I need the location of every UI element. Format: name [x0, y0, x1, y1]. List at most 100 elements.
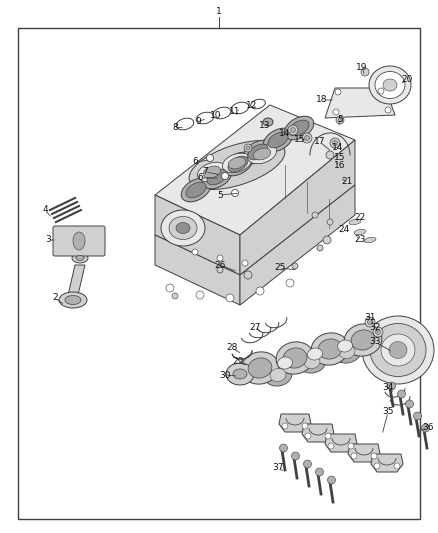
Ellipse shape: [76, 255, 84, 261]
Text: 18: 18: [316, 95, 328, 104]
Text: 33: 33: [369, 337, 381, 346]
Ellipse shape: [73, 232, 85, 250]
Circle shape: [335, 89, 341, 95]
Ellipse shape: [213, 107, 231, 119]
Text: 29: 29: [232, 358, 244, 367]
Circle shape: [286, 279, 294, 287]
Circle shape: [222, 173, 229, 180]
Ellipse shape: [307, 348, 322, 360]
Text: 6: 6: [197, 174, 203, 182]
Circle shape: [330, 138, 340, 148]
Text: 17: 17: [314, 138, 326, 147]
Polygon shape: [155, 105, 355, 235]
Circle shape: [378, 88, 384, 94]
Ellipse shape: [176, 222, 190, 233]
Ellipse shape: [186, 182, 206, 198]
Circle shape: [348, 443, 354, 449]
Ellipse shape: [270, 368, 286, 382]
Circle shape: [375, 329, 381, 335]
Ellipse shape: [283, 348, 307, 368]
Ellipse shape: [263, 118, 273, 126]
Text: 3: 3: [45, 236, 51, 245]
Ellipse shape: [251, 99, 265, 109]
Circle shape: [206, 155, 213, 161]
Circle shape: [282, 423, 288, 429]
Text: 6: 6: [192, 157, 198, 166]
Ellipse shape: [344, 324, 382, 356]
Text: 10: 10: [210, 111, 222, 120]
Circle shape: [406, 400, 413, 408]
Polygon shape: [348, 444, 380, 462]
Text: 36: 36: [422, 424, 434, 432]
Text: 5: 5: [337, 116, 343, 125]
Text: 5: 5: [217, 190, 223, 199]
Ellipse shape: [169, 216, 197, 239]
Circle shape: [336, 116, 344, 124]
Ellipse shape: [298, 351, 326, 373]
Text: 25: 25: [274, 263, 286, 272]
Circle shape: [323, 236, 331, 244]
Ellipse shape: [248, 144, 268, 160]
Circle shape: [332, 141, 338, 146]
Circle shape: [325, 433, 331, 439]
Polygon shape: [279, 414, 311, 432]
Circle shape: [413, 412, 421, 420]
Text: 1: 1: [216, 7, 222, 17]
Circle shape: [373, 327, 383, 337]
Ellipse shape: [207, 169, 227, 185]
Text: 12: 12: [246, 101, 258, 110]
Circle shape: [292, 263, 298, 269]
Text: 27: 27: [249, 322, 261, 332]
Circle shape: [327, 219, 333, 225]
Ellipse shape: [349, 219, 361, 225]
Circle shape: [328, 476, 336, 484]
Circle shape: [192, 249, 198, 255]
Ellipse shape: [161, 210, 205, 246]
Text: 28: 28: [226, 343, 238, 352]
Ellipse shape: [233, 369, 247, 379]
Ellipse shape: [243, 140, 273, 164]
Text: 15: 15: [334, 152, 346, 161]
Ellipse shape: [304, 356, 320, 368]
Ellipse shape: [370, 324, 426, 376]
Ellipse shape: [383, 79, 397, 91]
Text: 2: 2: [52, 294, 58, 303]
Text: 7: 7: [202, 167, 208, 176]
Polygon shape: [302, 424, 334, 442]
Ellipse shape: [196, 112, 214, 124]
Text: 32: 32: [369, 324, 381, 333]
Ellipse shape: [202, 165, 232, 189]
Text: 8: 8: [172, 124, 178, 133]
Ellipse shape: [226, 363, 254, 385]
Polygon shape: [240, 140, 355, 275]
Circle shape: [242, 260, 248, 266]
Circle shape: [292, 452, 300, 460]
Ellipse shape: [381, 334, 415, 366]
Circle shape: [367, 319, 372, 325]
Circle shape: [398, 390, 406, 398]
Ellipse shape: [198, 162, 226, 182]
Text: 31: 31: [364, 312, 376, 321]
Ellipse shape: [375, 71, 405, 99]
Polygon shape: [240, 185, 355, 305]
Ellipse shape: [223, 154, 251, 173]
Text: 34: 34: [382, 384, 394, 392]
Circle shape: [290, 127, 296, 133]
Ellipse shape: [369, 66, 411, 104]
Text: 19: 19: [356, 63, 368, 72]
Circle shape: [217, 267, 223, 273]
Ellipse shape: [351, 330, 375, 350]
Text: 14: 14: [279, 128, 291, 138]
Ellipse shape: [278, 357, 293, 369]
Circle shape: [244, 271, 252, 279]
Ellipse shape: [228, 157, 246, 169]
Ellipse shape: [364, 237, 376, 243]
Circle shape: [302, 423, 308, 429]
Circle shape: [351, 453, 357, 459]
Text: 26: 26: [214, 261, 226, 270]
Text: 13: 13: [259, 120, 271, 130]
Circle shape: [315, 468, 324, 476]
Circle shape: [226, 294, 234, 302]
Circle shape: [333, 109, 339, 115]
Polygon shape: [325, 434, 357, 452]
